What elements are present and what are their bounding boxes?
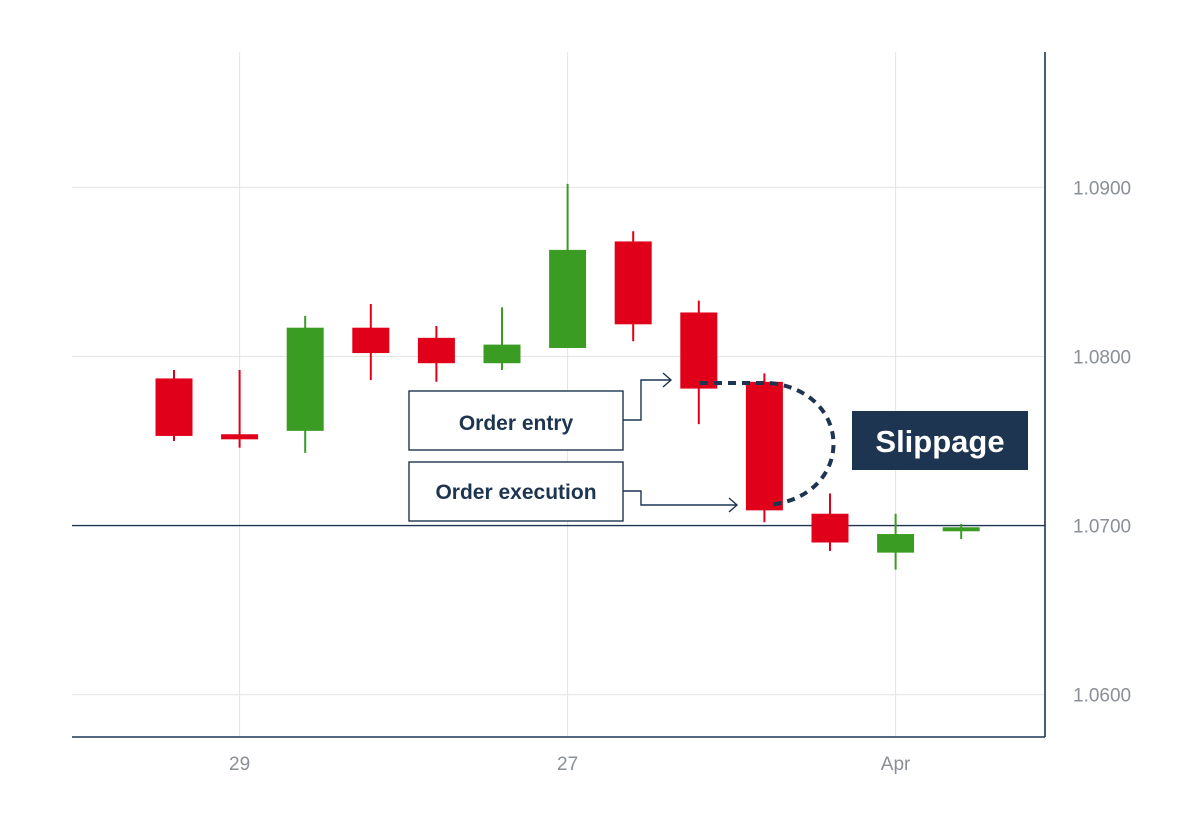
order-execution-box: [408, 461, 624, 522]
order-execution-arrowhead: [728, 497, 739, 513]
candle-body-down: [614, 241, 652, 325]
candle-body-up: [286, 327, 324, 431]
candle-body-down: [745, 381, 783, 511]
candle-body-up: [877, 534, 915, 553]
candle-body-down: [155, 378, 193, 436]
candle-body-up: [942, 527, 980, 532]
annotations: Order entry Order execution Slippage: [408, 372, 1028, 522]
order-execution-arrow: [623, 490, 737, 506]
candle: [745, 373, 783, 523]
candle-body-down: [680, 312, 718, 389]
x-tick-label: 27: [557, 754, 578, 775]
candle: [680, 300, 718, 425]
candle: [614, 231, 652, 342]
candle: [221, 369, 259, 448]
candle-body-down: [352, 327, 390, 354]
slippage-badge: [852, 411, 1028, 470]
candle: [286, 315, 324, 453]
axes: [72, 52, 1046, 738]
candle-body-down: [221, 434, 259, 440]
candle: [942, 523, 980, 540]
candle: [417, 326, 455, 382]
slippage-label: Slippage: [875, 424, 1004, 459]
order-entry-label: Order entry: [459, 412, 574, 435]
slippage-arc: [700, 381, 836, 507]
candle-body-down: [417, 337, 455, 364]
y-tick-label: 1.0600: [1073, 686, 1131, 707]
tick-labels: 1.0900 1.0800 1.0700 1.0600 29 27 Apr: [229, 178, 1131, 775]
order-entry-box: [408, 390, 624, 451]
candle: [877, 513, 915, 570]
order-entry-arrowhead: [662, 372, 673, 388]
candle: [155, 369, 193, 442]
candle: [549, 183, 587, 348]
candles: [155, 183, 980, 570]
y-tick-label: 1.0700: [1073, 517, 1131, 538]
order-entry-arrow: [623, 379, 671, 421]
candle-body-up: [483, 344, 521, 364]
order-execution-label: Order execution: [435, 481, 596, 504]
candle-body-up: [549, 249, 587, 348]
x-tick-label: 29: [229, 754, 250, 775]
y-tick-label: 1.0900: [1073, 178, 1131, 199]
y-tick-label: 1.0800: [1073, 347, 1131, 368]
candle-body-down: [811, 513, 849, 543]
candle: [352, 304, 390, 381]
candle: [483, 307, 521, 370]
candle: [811, 493, 849, 551]
x-tick-label: Apr: [881, 754, 911, 775]
